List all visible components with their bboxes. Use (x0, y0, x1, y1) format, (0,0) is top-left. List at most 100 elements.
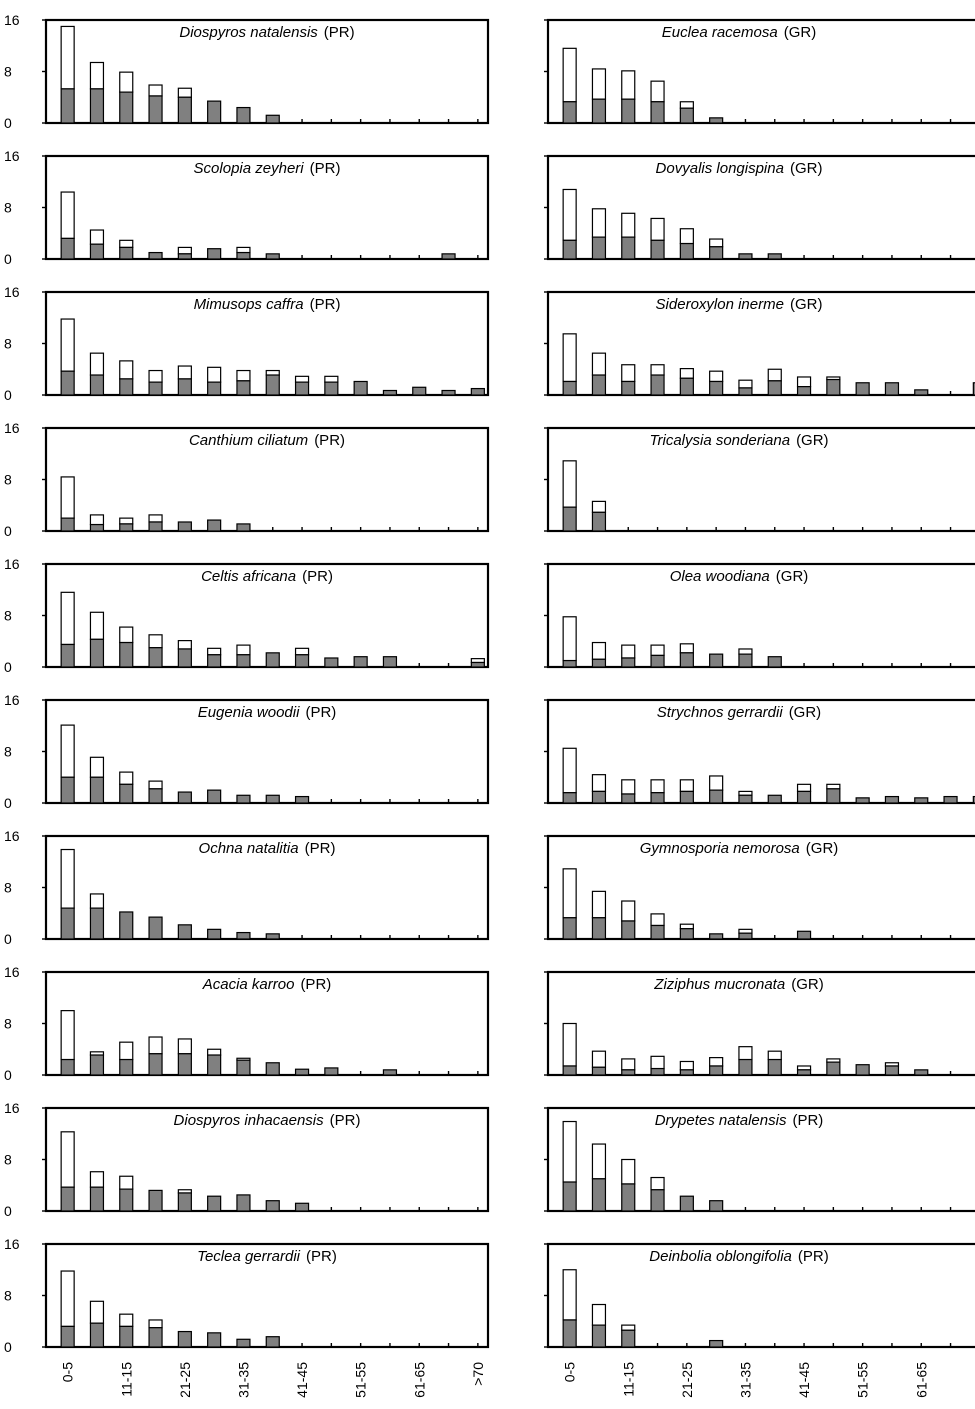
bar-upper (148, 1319, 163, 1329)
panel-title: Deinbolia oblongifolia (PR) (649, 1248, 828, 1265)
panel-title: Olea woodiana (GR) (670, 568, 809, 585)
bar-upper (148, 780, 163, 790)
bar-upper (738, 648, 753, 655)
y-tick-label: 8 (4, 1016, 12, 1032)
bar-lower (382, 1069, 398, 1076)
bar-upper (621, 70, 636, 100)
bar-lower (177, 648, 192, 668)
y-tick-label: 8 (4, 744, 12, 760)
bar-upper (738, 379, 753, 389)
bar-lower (89, 638, 105, 668)
bar-upper (119, 1313, 134, 1327)
bar-lower (148, 521, 163, 532)
bar-lower (562, 506, 577, 532)
bar-upper (207, 647, 222, 656)
bar-lower (60, 1058, 75, 1076)
bar-lower (679, 652, 694, 668)
bar-lower (621, 1069, 636, 1076)
bar-lower (207, 928, 222, 940)
species-name: Euclea racemosa (662, 24, 778, 41)
bar-lower (89, 907, 105, 940)
bar-lower (562, 659, 577, 668)
bar-lower (650, 792, 665, 804)
bar-upper (621, 900, 636, 922)
bar-lower (470, 661, 485, 668)
bar-upper (89, 1300, 105, 1324)
chart-panel: 0 8 16 Diospyros inhacaensis (PR) (4, 1100, 490, 1219)
bar-upper (796, 376, 812, 388)
bar-upper (767, 368, 782, 382)
bar-upper (650, 1176, 665, 1191)
species-name: Ziziphus mucronata (653, 976, 785, 993)
bar-upper (177, 246, 192, 255)
bar-lower (621, 657, 636, 668)
bar-upper (119, 771, 134, 785)
panel-title: Euclea racemosa (GR) (662, 24, 816, 41)
bar-lower (236, 794, 251, 804)
x-category-label: 41-45 (796, 1362, 812, 1398)
bar-lower (591, 1178, 607, 1212)
x-category-label: 31-35 (235, 1362, 251, 1398)
bar-lower (796, 1069, 812, 1076)
bar-lower (177, 1330, 192, 1348)
bar-upper (60, 25, 75, 90)
habitat-code: (GR) (789, 704, 822, 721)
chart-panel: Gymnosporia nemorosa (GR) (544, 834, 975, 941)
y-tick-label: 16 (4, 148, 20, 164)
bar-lower (236, 251, 251, 260)
bar-lower (119, 246, 134, 260)
panel-title: Diospyros inhacaensis (PR) (174, 1112, 361, 1129)
bar-lower (177, 378, 192, 396)
bar-lower (709, 1065, 724, 1076)
bar-lower (265, 1062, 280, 1076)
bar-lower (884, 382, 900, 396)
bar-upper (89, 61, 105, 90)
bar-lower (591, 236, 607, 260)
bar-lower (60, 370, 75, 396)
y-tick-label: 16 (4, 1236, 20, 1252)
bar-upper (562, 1269, 577, 1321)
habitat-code: (GR) (790, 160, 823, 177)
species-name: Eugenia woodii (198, 704, 300, 721)
bar-lower (207, 789, 222, 804)
bar-lower (855, 797, 870, 804)
bar-lower (679, 377, 694, 396)
bar-lower (679, 107, 694, 124)
bar-upper (650, 913, 665, 927)
habitat-code: (GR) (776, 568, 809, 585)
bar-lower (60, 643, 75, 668)
bar-lower (148, 788, 163, 804)
bar-lower (709, 1339, 724, 1348)
bar-lower (148, 1189, 163, 1212)
bar-lower (265, 794, 280, 804)
bar-lower (738, 794, 753, 804)
bar-lower (738, 932, 753, 940)
bar-lower (767, 656, 782, 668)
bar-lower (591, 658, 607, 668)
bar-lower (738, 253, 753, 260)
panel-title: Eugenia woodii (PR) (198, 704, 337, 721)
bar-upper (236, 369, 251, 382)
bar-upper (60, 848, 75, 909)
bar-lower (943, 795, 958, 804)
bar-lower (562, 917, 577, 940)
bar-lower (826, 378, 841, 396)
bar-lower (265, 652, 280, 668)
y-tick-label: 8 (4, 880, 12, 896)
bar-lower (709, 933, 724, 940)
bar-lower (89, 776, 105, 804)
bar-lower (562, 1319, 577, 1348)
bar-lower (914, 797, 929, 804)
y-tick-label: 8 (4, 608, 12, 624)
chart-panel: 0 8 16 Canthium ciliatum (PR) (4, 420, 490, 539)
panel-title: Gymnosporia nemorosa (GR) (640, 840, 839, 857)
bar-upper (562, 460, 577, 508)
bar-upper (60, 476, 75, 519)
bar-lower (207, 1195, 222, 1212)
bar-lower (796, 790, 812, 804)
bar-upper (591, 890, 607, 919)
bar-upper (119, 626, 134, 644)
bar-upper (236, 644, 251, 656)
bar-lower (621, 236, 636, 260)
